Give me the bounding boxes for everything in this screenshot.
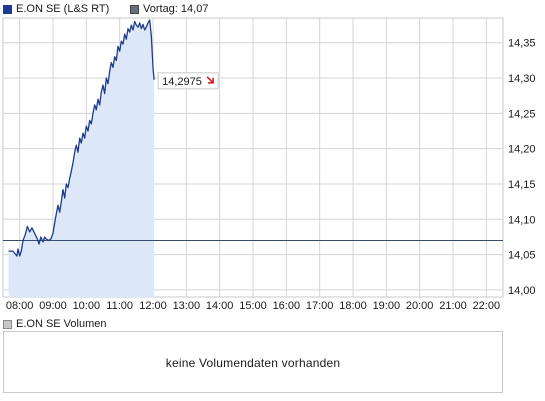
price-area-fill — [8, 20, 155, 297]
y-tick-label-2: 14,10 — [508, 214, 536, 226]
x-tick-label-8: 16:00 — [273, 300, 301, 312]
y-tick-label-0: 14,00 — [508, 285, 536, 297]
x-tick-label-10: 18:00 — [339, 300, 367, 312]
y-axis-labels: 14,00 14,05 14,10 14,15 14,20 14,25 14,30 14,35 — [508, 38, 536, 297]
legend-item-main[interactable]: E.ON SE (L&S RT) — [3, 2, 109, 16]
x-tick-label-11: 19:00 — [373, 300, 401, 312]
price-chart: 14,2975 14,0014,0514,1014,1514,2014,2514… — [2, 17, 536, 312]
price-line — [8, 19, 155, 257]
volume-swatch — [3, 319, 12, 329]
y-tick-label-4: 14,20 — [508, 144, 536, 156]
x-tick-label-14: 22:00 — [473, 300, 501, 312]
volume-empty-message: keine Volumendaten vorhanden — [165, 356, 341, 370]
main-series-label: E.ON SE (L&S RT) — [16, 3, 110, 15]
x-tick-label-7: 15:00 — [239, 300, 267, 312]
last-price-box — [157, 72, 219, 90]
x-tick-label-12: 20:00 — [406, 300, 434, 312]
x-tick-label-6: 14:00 — [206, 300, 234, 312]
x-tick-label-0: 08:00 — [6, 300, 34, 312]
x-axis-labels: 08:00 09:00 10:00 11:00 12:00 13:00 14:00 15:00… — [6, 300, 500, 312]
volume-legend[interactable]: E.ON SE Volumen — [0, 317, 107, 331]
volume-panel: keine Volumendaten vorhanden — [3, 331, 503, 393]
x-tick-label-4: 12:00 — [139, 300, 167, 312]
main-series-swatch — [3, 4, 12, 14]
x-tick-label-3: 11:00 — [106, 300, 133, 312]
y-tick-label-6: 14,30 — [508, 73, 536, 85]
y-tick-label-3: 14,15 — [508, 179, 536, 191]
x-tick-label-5: 13:00 — [173, 300, 201, 312]
legend-item-previous-close[interactable]: Vortag: 14,07 — [130, 2, 208, 16]
y-tick-label-7: 14,35 — [508, 38, 536, 50]
previous-close-swatch — [130, 4, 139, 14]
y-tick-label-1: 14,05 — [508, 250, 536, 262]
last-price-callout: 14,2975 — [157, 72, 219, 90]
x-tick-label-9: 17:00 — [306, 300, 334, 312]
last-price-value: 14,2975 — [162, 76, 202, 88]
y-tick-label-5: 14,25 — [508, 108, 536, 120]
previous-close-label: Vortag: 14,07 — [143, 3, 209, 15]
volume-label: E.ON SE Volumen — [16, 318, 107, 330]
x-tick-label-13: 21:00 — [439, 300, 467, 312]
x-tick-label-1: 09:00 — [39, 300, 67, 312]
arrow-down-icon — [206, 76, 214, 84]
x-tick-label-2: 10:00 — [73, 300, 101, 312]
